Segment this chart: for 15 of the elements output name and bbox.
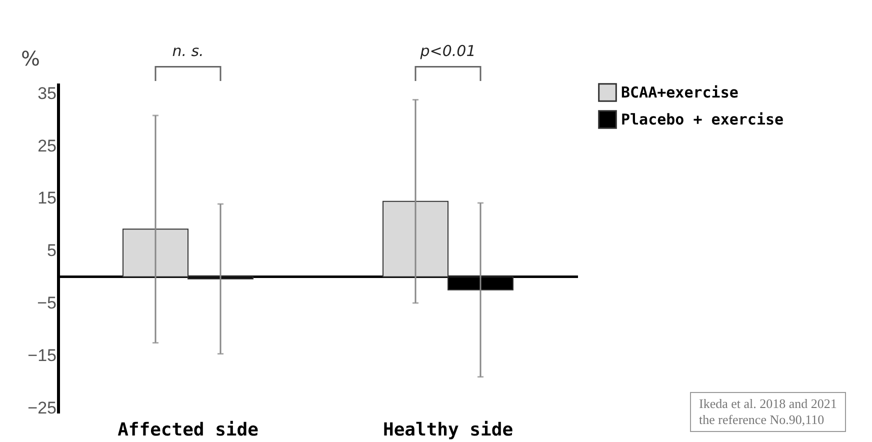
y-axis-title: % <box>20 46 40 70</box>
y-tick-label: −25 <box>28 398 56 418</box>
y-tick-label: 35 <box>38 84 56 103</box>
y-tick-label: 5 <box>47 241 56 260</box>
y-tick-label: −15 <box>28 346 56 365</box>
source-note-box: Ikeda et al. 2018 and 2021 the reference No.90,110 <box>690 392 846 432</box>
y-tick-label: −5 <box>37 294 56 312</box>
x-tick-label: Affected side <box>118 420 259 440</box>
y-tick-label: 25 <box>38 136 56 156</box>
legend-label: BCAA+exercise <box>621 84 738 102</box>
x-tick-label: Healthy side <box>382 420 514 440</box>
y-tick-label: 15 <box>38 188 56 208</box>
legend-label: Placebo + exercise <box>621 110 784 128</box>
text: n. s. <box>172 42 204 60</box>
text: p<0.01 <box>419 42 476 60</box>
